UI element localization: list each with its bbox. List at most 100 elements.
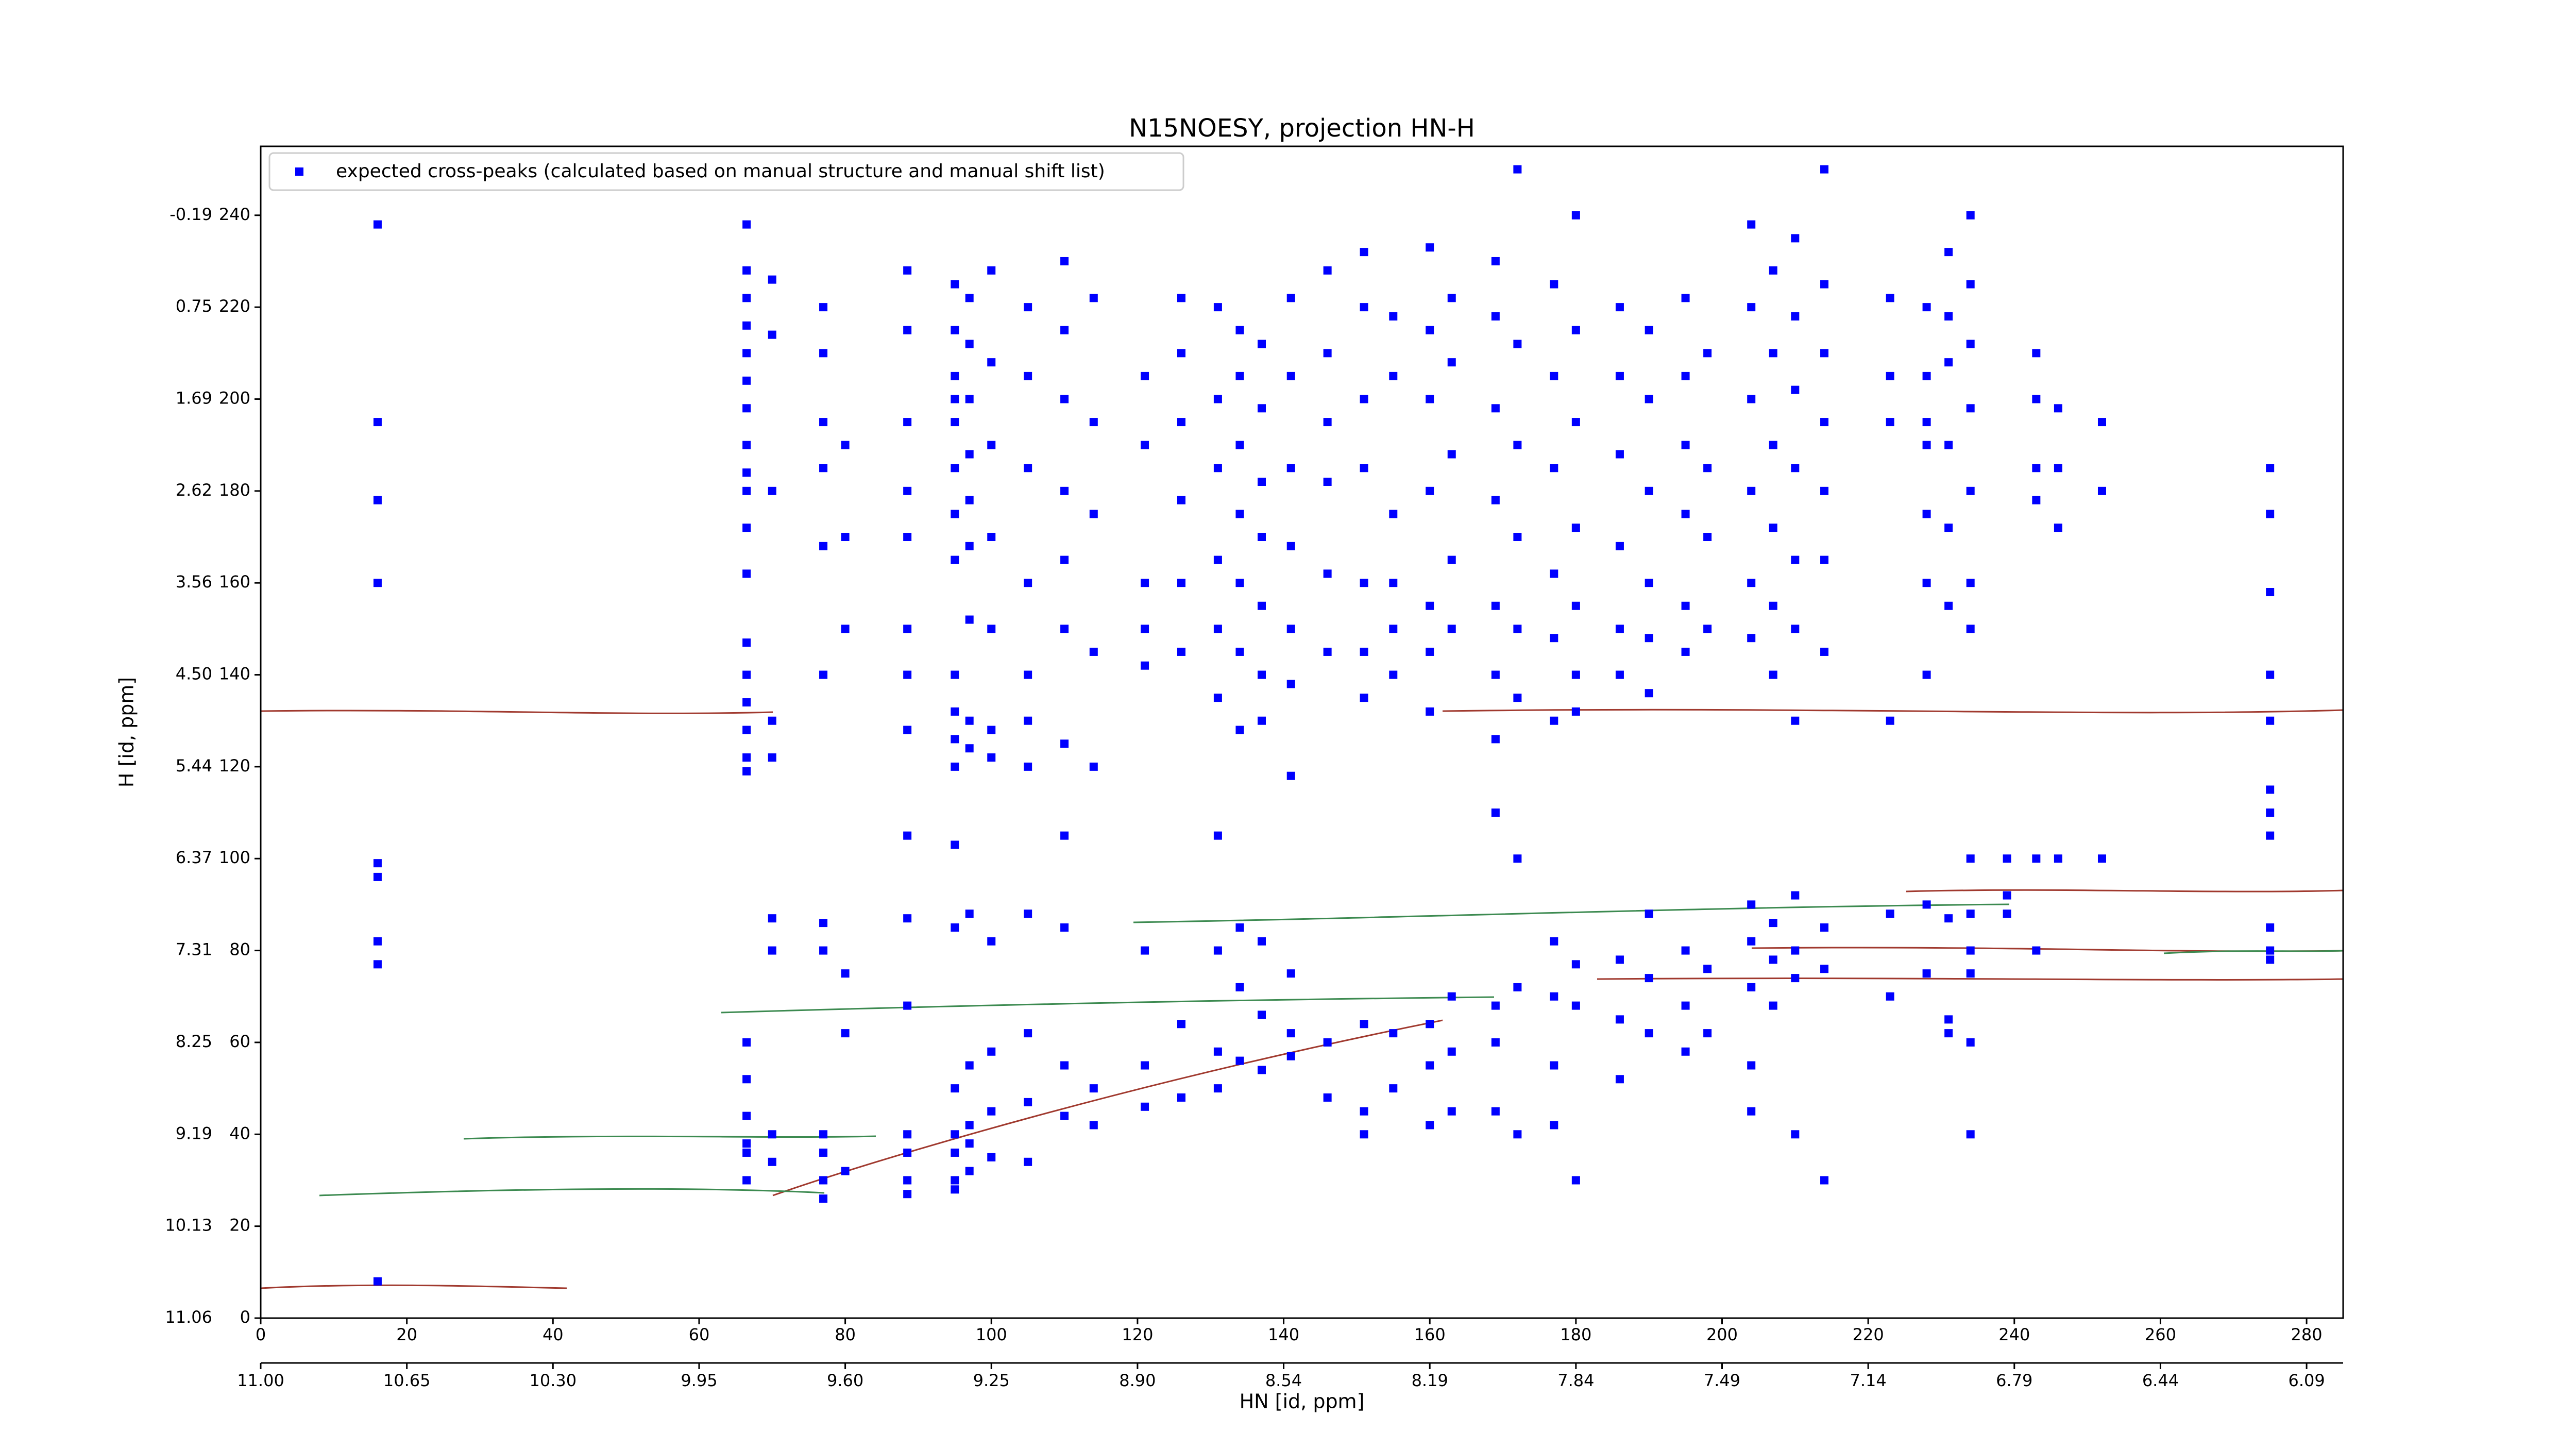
cross-peak bbox=[1513, 441, 1522, 449]
cross-peak bbox=[1681, 510, 1690, 518]
cross-peak bbox=[1491, 1107, 1500, 1116]
cross-peak bbox=[1645, 689, 1653, 698]
cross-peak bbox=[1177, 496, 1185, 504]
cross-peak bbox=[1944, 248, 1953, 257]
cross-peak bbox=[768, 275, 776, 284]
cross-peak bbox=[742, 726, 751, 734]
cross-peak bbox=[1966, 486, 1975, 495]
cross-peak bbox=[742, 441, 751, 449]
cross-peak bbox=[1491, 404, 1500, 413]
cross-peak bbox=[1681, 946, 1690, 955]
cross-peak bbox=[951, 923, 959, 932]
cross-peak bbox=[1615, 1075, 1624, 1084]
cross-peak bbox=[742, 670, 751, 679]
cross-peak bbox=[1615, 955, 1624, 964]
cross-peak bbox=[742, 486, 751, 495]
cross-peak bbox=[1820, 647, 1829, 656]
cross-peak bbox=[1141, 372, 1149, 380]
cross-peak bbox=[2032, 496, 2041, 504]
cross-peak bbox=[1089, 1121, 1098, 1130]
cross-peak bbox=[1257, 477, 1266, 486]
cross-peak bbox=[2032, 946, 2041, 955]
y2-tick-label: -0.19 bbox=[170, 205, 212, 224]
cross-peak bbox=[1360, 248, 1368, 257]
cross-peak bbox=[1747, 579, 1756, 587]
cross-peak bbox=[1447, 358, 1456, 367]
cross-peak bbox=[1791, 716, 1800, 725]
cross-peak bbox=[1966, 211, 1975, 220]
cross-peak bbox=[965, 450, 974, 459]
cross-peak bbox=[1360, 694, 1368, 702]
cross-peak bbox=[1389, 312, 1398, 321]
cross-peak bbox=[1177, 418, 1185, 427]
cross-peak bbox=[1550, 372, 1558, 380]
cross-peak bbox=[903, 670, 912, 679]
cross-peak bbox=[1966, 625, 1975, 633]
cross-peak bbox=[1944, 601, 1953, 610]
cross-peak bbox=[1024, 1098, 1032, 1106]
cross-peak bbox=[1360, 464, 1368, 473]
y-tick-label: 20 bbox=[229, 1216, 250, 1235]
cross-peak bbox=[742, 321, 751, 330]
cross-peak bbox=[1257, 533, 1266, 541]
cross-peak bbox=[965, 615, 974, 624]
x2-tick-label: 7.14 bbox=[1850, 1371, 1887, 1390]
cross-peak bbox=[2266, 670, 2275, 679]
cross-peak bbox=[1286, 542, 1295, 550]
cross-peak bbox=[903, 625, 912, 633]
cross-peak bbox=[1141, 1102, 1149, 1111]
cross-peak bbox=[1360, 303, 1368, 312]
y2-tick-label: 6.37 bbox=[176, 848, 212, 867]
cross-peak bbox=[373, 872, 382, 881]
cross-peak bbox=[987, 1153, 996, 1161]
cross-peak bbox=[1024, 716, 1032, 725]
cross-peak bbox=[1177, 349, 1185, 358]
cross-peak bbox=[1177, 1093, 1185, 1102]
cross-peak bbox=[1922, 579, 1931, 587]
cross-peak bbox=[1550, 1061, 1558, 1070]
cross-peak bbox=[1791, 974, 1800, 983]
cross-peak bbox=[1681, 372, 1690, 380]
x-tick-label: 120 bbox=[1122, 1325, 1153, 1344]
cross-peak bbox=[1286, 294, 1295, 302]
cross-peak bbox=[1213, 464, 1222, 473]
cross-peak bbox=[1791, 234, 1800, 243]
cross-peak bbox=[742, 376, 751, 385]
legend-label: expected cross-peaks (calculated based o… bbox=[336, 161, 1105, 182]
cross-peak bbox=[1966, 969, 1975, 978]
cross-peak bbox=[1769, 955, 1777, 964]
cross-peak bbox=[1213, 831, 1222, 840]
cross-peak bbox=[819, 464, 828, 473]
cross-peak bbox=[1791, 1130, 1800, 1139]
cross-peak bbox=[1615, 542, 1624, 550]
cross-peak bbox=[1820, 349, 1829, 358]
cross-peak bbox=[1323, 418, 1332, 427]
cross-peak bbox=[951, 1148, 959, 1157]
cross-peak bbox=[1447, 294, 1456, 302]
y-axis-label: H [id, ppm] bbox=[115, 677, 138, 787]
cross-peak bbox=[1360, 647, 1368, 656]
x-tick-label: 240 bbox=[1998, 1325, 2030, 1344]
cross-peak bbox=[373, 418, 382, 427]
cross-peak bbox=[1681, 294, 1690, 302]
cross-peak bbox=[951, 555, 959, 564]
y-tick-label: 120 bbox=[219, 756, 250, 776]
cross-peak bbox=[1513, 625, 1522, 633]
cross-peak bbox=[1966, 340, 1975, 348]
cross-peak bbox=[2054, 524, 2062, 532]
cross-peak bbox=[768, 914, 776, 923]
cross-peak bbox=[1820, 280, 1829, 289]
cross-peak bbox=[965, 496, 974, 504]
cross-peak bbox=[1645, 326, 1653, 334]
cross-peak bbox=[742, 753, 751, 762]
y-tick-label: 80 bbox=[229, 940, 250, 959]
cross-peak bbox=[1513, 983, 1522, 991]
cross-peak bbox=[1966, 280, 1975, 289]
cross-peak bbox=[1550, 1121, 1558, 1130]
cross-peak bbox=[1141, 625, 1149, 633]
cross-peak bbox=[951, 372, 959, 380]
cross-peak bbox=[1491, 601, 1500, 610]
cross-peak bbox=[1703, 965, 1712, 973]
cross-peak bbox=[1360, 395, 1368, 403]
y-tick-label: 160 bbox=[219, 572, 250, 592]
